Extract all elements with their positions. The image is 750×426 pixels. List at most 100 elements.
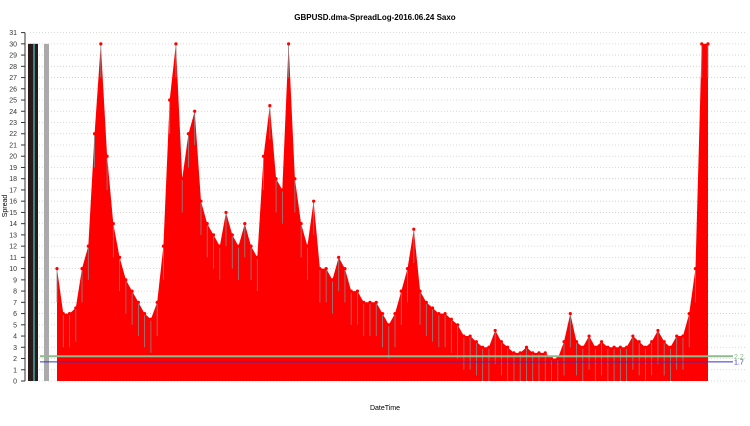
- spread-point: [662, 340, 666, 344]
- y-tick-label: 22: [9, 131, 17, 138]
- reference-line-label: 1.7: [734, 359, 744, 366]
- spread-point: [312, 199, 316, 203]
- spread-point: [474, 340, 478, 344]
- spread-point: [255, 255, 259, 259]
- spread-point: [562, 340, 566, 344]
- y-tick-label: 1: [13, 367, 17, 374]
- spread-point: [481, 345, 485, 349]
- spread-point: [368, 300, 372, 304]
- spread-point: [343, 267, 347, 271]
- spread-point: [105, 154, 109, 158]
- y-tick-label: 18: [9, 176, 17, 183]
- spread-point: [543, 351, 547, 355]
- spread-point: [387, 323, 391, 327]
- spread-point: [380, 311, 385, 316]
- spread-point: [456, 323, 460, 327]
- spread-point: [299, 222, 303, 226]
- spread-point: [205, 222, 209, 226]
- y-axis: 0123456789101112131415161718192021222324…: [9, 30, 26, 386]
- y-tick-label: 17: [9, 187, 17, 194]
- spread-point: [412, 227, 416, 231]
- spread-point: [92, 132, 97, 136]
- spread-point: [374, 300, 378, 304]
- spread-point: [230, 233, 234, 237]
- cyan-label-column: [33, 43, 35, 381]
- spread-point: [86, 244, 90, 248]
- spread-point: [161, 244, 166, 248]
- y-axis-label: Spread: [2, 195, 9, 218]
- chart-title: GBPUSD.dma-SpreadLog-2016.06.24 Saxo: [294, 13, 456, 22]
- y-tick-label: 24: [9, 109, 17, 116]
- spread-point: [117, 255, 122, 259]
- spread-point: [280, 188, 284, 192]
- spread-point: [424, 300, 428, 304]
- spread-point: [55, 267, 59, 271]
- spread-point: [155, 300, 159, 304]
- spread-point: [193, 109, 197, 113]
- spread-point: [80, 267, 84, 271]
- spread-point: [293, 177, 297, 181]
- spread-point: [349, 289, 353, 293]
- spread-point: [399, 289, 403, 293]
- spread-point: [524, 345, 529, 349]
- spread-point: [631, 334, 635, 338]
- spread-point: [430, 306, 435, 310]
- overplotted-label-strip: [28, 43, 49, 381]
- spread-point: [274, 177, 278, 181]
- spread-point: [180, 177, 184, 181]
- y-tick-label: 7: [13, 300, 17, 307]
- spread-point: [393, 311, 397, 316]
- spread-point: [581, 345, 585, 349]
- y-tick-label: 14: [9, 221, 17, 228]
- y-tick-label: 10: [9, 266, 17, 273]
- y-tick-label: 23: [9, 120, 17, 127]
- y-tick-label: 3: [13, 345, 17, 352]
- spread-point: [518, 351, 522, 355]
- spread-series: [55, 42, 710, 382]
- spread-point: [405, 267, 410, 271]
- y-tick-label: 11: [10, 255, 17, 262]
- spread-point: [593, 345, 597, 349]
- y-tick-label: 0: [13, 379, 17, 386]
- spread-point: [124, 278, 128, 282]
- spread-point: [493, 328, 497, 333]
- y-tick-label: 26: [9, 86, 17, 93]
- spread-point: [111, 222, 115, 226]
- spread-point: [506, 345, 510, 349]
- spread-point: [512, 351, 516, 355]
- y-tick-label: 5: [13, 322, 17, 329]
- reference-lines: 2.21.7: [40, 354, 744, 366]
- y-tick-label: 29: [9, 53, 17, 60]
- spread-point: [149, 317, 153, 321]
- y-tick-label: 21: [9, 142, 17, 149]
- spread-point: [174, 42, 178, 46]
- spread-point: [706, 42, 710, 46]
- y-tick-label: 19: [9, 165, 17, 172]
- spread-point: [618, 345, 622, 349]
- spread-area: [57, 43, 708, 382]
- spread-point: [337, 255, 341, 259]
- spread-point: [268, 104, 272, 108]
- spread-point: [606, 345, 610, 349]
- y-tick-label: 8: [13, 289, 17, 296]
- spread-point: [318, 267, 322, 271]
- y-tick-label: 9: [13, 277, 17, 284]
- spread-point: [362, 300, 366, 304]
- spread-point: [549, 356, 554, 361]
- y-tick-label: 4: [13, 334, 17, 341]
- y-tick-label: 2: [13, 356, 17, 363]
- y-tick-label: 27: [9, 75, 17, 82]
- y-tick-label: 12: [9, 244, 17, 251]
- y-tick-label: 30: [9, 41, 17, 48]
- spread-point: [462, 334, 466, 338]
- spread-point: [143, 311, 147, 316]
- reference-line-label: 2.2: [734, 354, 744, 361]
- y-tick-label: 16: [9, 199, 17, 206]
- spread-point: [287, 42, 291, 46]
- spread-point: [99, 42, 103, 46]
- spread-point: [74, 306, 78, 310]
- x-axis-label: DateTime: [370, 405, 400, 412]
- y-tick-label: 13: [9, 232, 17, 239]
- spread-point: [61, 311, 65, 316]
- y-tick-label: 20: [9, 154, 17, 161]
